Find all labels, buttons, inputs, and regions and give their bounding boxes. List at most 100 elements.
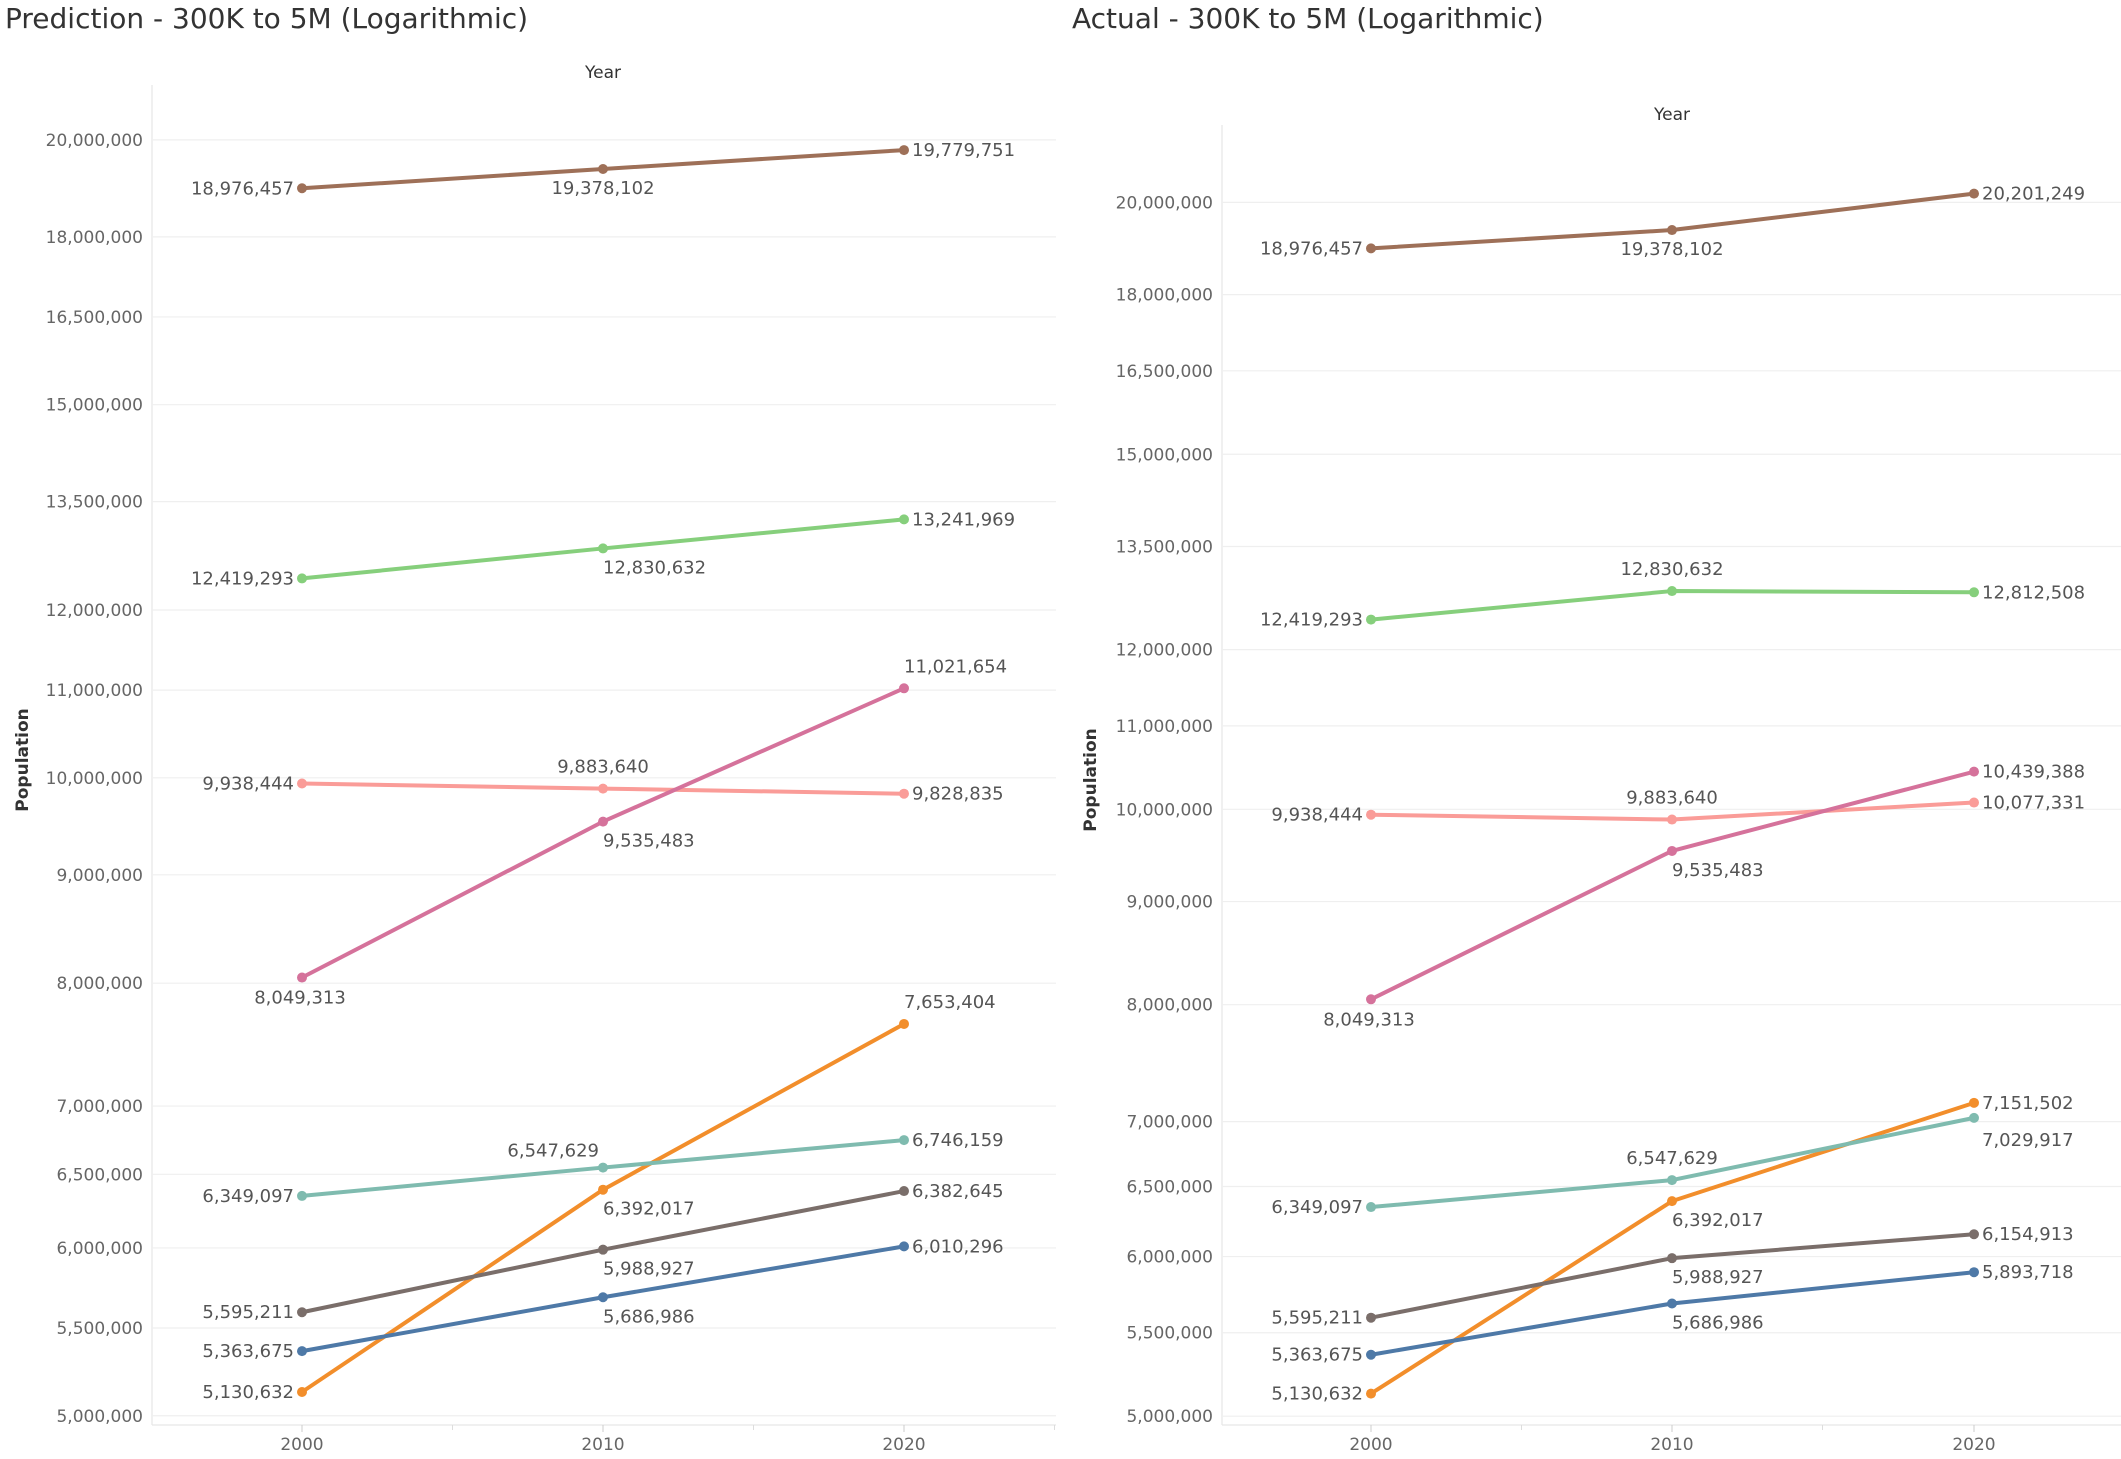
column-header: Year	[1653, 105, 1690, 125]
series-1: 12,419,293 12,830,632 13,241,969	[191, 509, 1015, 589]
series-2: 9,938,444 9,883,640 9,828,835	[202, 757, 1003, 805]
data-label: 8,049,313	[1323, 1009, 1415, 1030]
prediction-panel: Prediction - 300K to 5M (Logarithmic) Ye…	[0, 0, 1060, 1459]
y-axis-label: Population	[1081, 728, 1101, 831]
data-point[interactable]	[1969, 587, 1979, 598]
data-point[interactable]	[598, 163, 608, 174]
data-point[interactable]	[899, 788, 909, 799]
data-point[interactable]	[899, 145, 909, 156]
series-1: 12,419,293 12,830,632 12,812,508	[1260, 559, 2085, 631]
data-point[interactable]	[1667, 1196, 1677, 1207]
data-point[interactable]	[1969, 188, 1979, 199]
y-tick-label: 12,000,000	[1116, 641, 1213, 661]
data-point[interactable]	[598, 1244, 608, 1255]
y-tick-label: 11,000,000	[46, 681, 143, 701]
data-label: 18,976,457	[191, 178, 294, 199]
data-point[interactable]	[899, 1241, 909, 1252]
data-point[interactable]	[1366, 243, 1376, 254]
data-point[interactable]	[1366, 1388, 1376, 1399]
data-label: 6,547,629	[507, 1141, 599, 1162]
data-point[interactable]	[899, 514, 909, 525]
data-label: 12,419,293	[191, 568, 294, 589]
y-tick-label: 6,000,000	[56, 1239, 143, 1259]
data-point[interactable]	[1969, 766, 1979, 777]
data-label: 7,151,502	[1982, 1093, 2074, 1114]
data-point[interactable]	[1366, 1312, 1376, 1323]
series-5: 6,349,097 6,547,629 6,746,159	[202, 1130, 1003, 1207]
data-point[interactable]	[598, 1162, 608, 1173]
data-point[interactable]	[899, 1186, 909, 1197]
data-point[interactable]	[297, 1346, 307, 1357]
data-label: 6,349,097	[202, 1186, 294, 1207]
data-label: 6,010,296	[912, 1236, 1004, 1257]
y-tick-label: 11,000,000	[1116, 717, 1213, 737]
data-point[interactable]	[297, 1387, 307, 1398]
data-point[interactable]	[1366, 1349, 1376, 1360]
y-tick-label: 7,000,000	[1126, 1113, 1213, 1133]
data-point[interactable]	[1667, 814, 1677, 825]
y-tick-label: 9,000,000	[1126, 893, 1213, 913]
data-label: 11,021,654	[904, 656, 1007, 677]
data-label: 19,378,102	[551, 178, 654, 199]
data-label: 5,686,986	[603, 1306, 695, 1327]
data-point[interactable]	[1667, 586, 1677, 597]
data-point[interactable]	[1667, 225, 1677, 236]
y-tick-label: 9,000,000	[56, 866, 143, 886]
data-point[interactable]	[297, 1307, 307, 1318]
data-point[interactable]	[297, 1190, 307, 1201]
data-label: 5,988,927	[603, 1259, 695, 1280]
data-label: 9,938,444	[202, 774, 294, 795]
y-tick-label: 8,000,000	[1126, 996, 1213, 1016]
data-point[interactable]	[1667, 1175, 1677, 1186]
data-point[interactable]	[1969, 1267, 1979, 1278]
data-point[interactable]	[297, 573, 307, 584]
series-line	[1369, 1100, 1976, 1396]
data-label: 5,595,211	[202, 1302, 294, 1323]
data-point[interactable]	[598, 1184, 608, 1195]
x-tick-label: 2000	[1349, 1435, 1392, 1455]
data-point[interactable]	[297, 183, 307, 194]
series-6: 5,595,211 5,988,927 6,154,913	[1271, 1224, 2073, 1328]
data-label: 5,363,675	[202, 1341, 294, 1362]
data-point[interactable]	[297, 972, 307, 983]
series-6: 5,595,211 5,988,927 6,382,645	[202, 1181, 1003, 1323]
data-point[interactable]	[598, 783, 608, 794]
data-point[interactable]	[1969, 1112, 1979, 1123]
data-point[interactable]	[1667, 1253, 1677, 1264]
data-point[interactable]	[899, 1135, 909, 1146]
y-tick-label: 8,000,000	[56, 974, 143, 994]
series-2: 9,938,444 9,883,640 10,077,331	[1271, 788, 2085, 826]
data-label: 12,812,508	[1982, 582, 2085, 603]
data-point[interactable]	[1667, 1298, 1677, 1309]
data-point[interactable]	[1969, 797, 1979, 808]
y-tick-label: 20,000,000	[46, 131, 143, 151]
data-point[interactable]	[1667, 845, 1677, 856]
data-label: 5,988,927	[1672, 1267, 1764, 1288]
series-4: 5,130,632 6,392,017 7,151,502	[1271, 1093, 2073, 1405]
y-tick-label: 5,000,000	[56, 1407, 143, 1427]
data-point[interactable]	[899, 683, 909, 694]
data-point[interactable]	[1366, 614, 1376, 625]
series-0: 18,976,457 19,378,102 19,779,751	[191, 140, 1015, 199]
chart-title: Prediction - 300K to 5M (Logarithmic)	[5, 2, 529, 35]
data-label: 7,653,404	[904, 992, 996, 1013]
data-point[interactable]	[1366, 994, 1376, 1005]
data-point[interactable]	[598, 1292, 608, 1303]
data-label: 20,201,249	[1982, 184, 2085, 205]
data-point[interactable]	[598, 543, 608, 554]
data-label: 6,349,097	[1271, 1197, 1363, 1218]
data-point[interactable]	[598, 816, 608, 827]
data-label: 8,049,313	[254, 988, 346, 1009]
data-label: 7,029,917	[1982, 1130, 2074, 1151]
data-point[interactable]	[297, 778, 307, 789]
column-header: Year	[584, 63, 621, 83]
data-label: 9,828,835	[912, 784, 1004, 805]
data-point[interactable]	[1969, 1229, 1979, 1240]
data-point[interactable]	[899, 1018, 909, 1029]
data-label: 18,976,457	[1260, 238, 1363, 259]
data-point[interactable]	[1969, 1097, 1979, 1108]
series-3: 8,049,313 9,535,483 11,021,654	[254, 656, 1007, 1008]
data-point[interactable]	[1366, 1202, 1376, 1213]
y-tick-label: 20,000,000	[1116, 193, 1213, 213]
data-point[interactable]	[1366, 809, 1376, 820]
